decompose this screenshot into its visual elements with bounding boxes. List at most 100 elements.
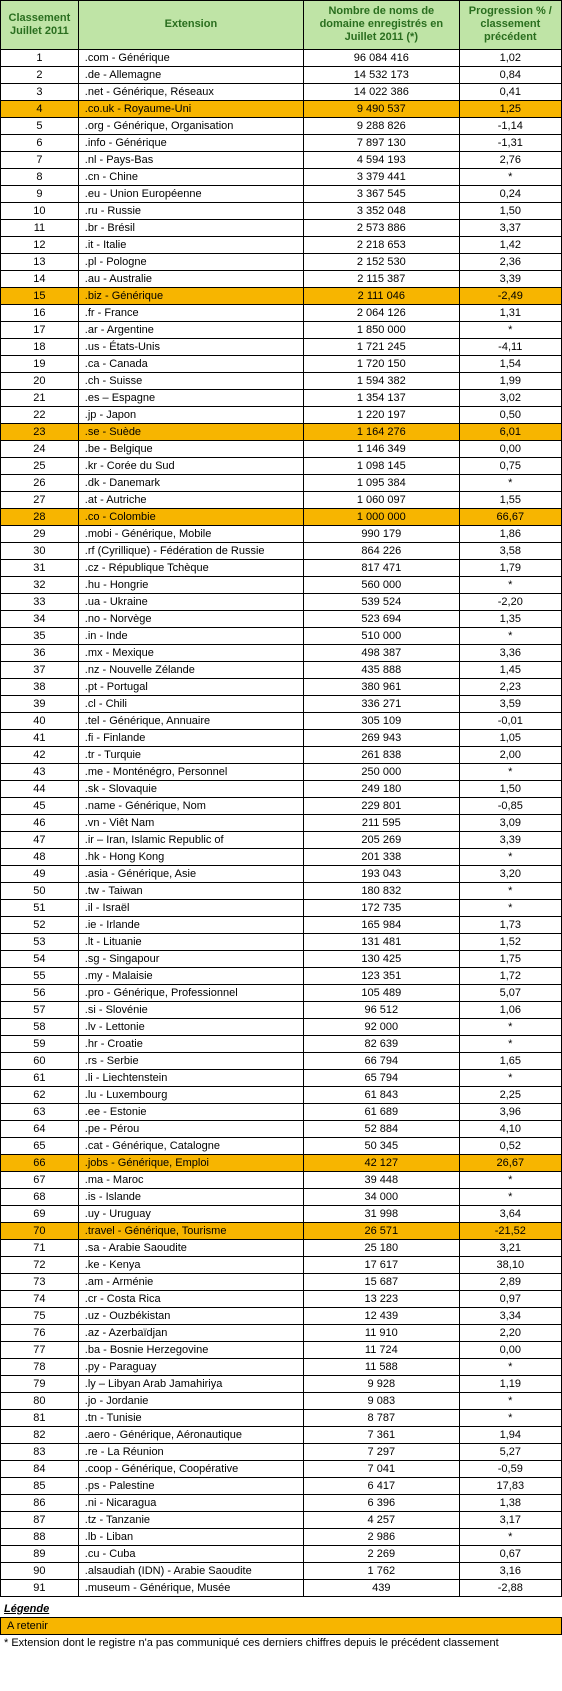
- cell-extension: .jo - Jordanie: [78, 1392, 303, 1409]
- cell-extension: .biz - Générique: [78, 287, 303, 304]
- cell-progression: -1,31: [459, 134, 561, 151]
- cell-progression: -1,14: [459, 117, 561, 134]
- cell-extension: .ca - Canada: [78, 355, 303, 372]
- cell-rank: 84: [1, 1460, 79, 1477]
- cell-progression: 2,20: [459, 1324, 561, 1341]
- cell-extension: .de - Allemagne: [78, 66, 303, 83]
- table-row: 1.com - Générique96 084 4161,02: [1, 49, 562, 66]
- table-row: 11.br - Brésil2 573 8863,37: [1, 219, 562, 236]
- cell-number: 498 387: [304, 644, 460, 661]
- cell-progression: 6,01: [459, 423, 561, 440]
- table-row: 57.si - Slovénie96 5121,06: [1, 1001, 562, 1018]
- cell-progression: 3,20: [459, 865, 561, 882]
- table-row: 44.sk - Slovaquie249 1801,50: [1, 780, 562, 797]
- cell-progression: 1,73: [459, 916, 561, 933]
- header-progression: Progression % / classement précédent: [459, 1, 561, 50]
- cell-progression: 0,00: [459, 440, 561, 457]
- cell-rank: 4: [1, 100, 79, 117]
- table-row: 75.uz - Ouzbékistan12 4393,34: [1, 1307, 562, 1324]
- cell-number: 14 532 173: [304, 66, 460, 83]
- table-row: 14.au - Australie2 115 3873,39: [1, 270, 562, 287]
- table-row: 87.tz - Tanzanie4 2573,17: [1, 1511, 562, 1528]
- cell-number: 92 000: [304, 1018, 460, 1035]
- cell-extension: .pt - Portugal: [78, 678, 303, 695]
- cell-rank: 32: [1, 576, 79, 593]
- cell-progression: 1,52: [459, 933, 561, 950]
- cell-progression: *: [459, 1018, 561, 1035]
- cell-number: 3 379 441: [304, 168, 460, 185]
- cell-rank: 61: [1, 1069, 79, 1086]
- cell-progression: *: [459, 1392, 561, 1409]
- cell-progression: 0,84: [459, 66, 561, 83]
- cell-rank: 74: [1, 1290, 79, 1307]
- cell-rank: 62: [1, 1086, 79, 1103]
- cell-number: 7 361: [304, 1426, 460, 1443]
- cell-progression: 3,34: [459, 1307, 561, 1324]
- cell-extension: .travel - Générique, Tourisme: [78, 1222, 303, 1239]
- cell-rank: 28: [1, 508, 79, 525]
- cell-progression: 3,39: [459, 831, 561, 848]
- cell-progression: 66,67: [459, 508, 561, 525]
- cell-number: 131 481: [304, 933, 460, 950]
- cell-progression: 3,21: [459, 1239, 561, 1256]
- cell-rank: 85: [1, 1477, 79, 1494]
- cell-extension: .hk - Hong Kong: [78, 848, 303, 865]
- cell-progression: 2,00: [459, 746, 561, 763]
- cell-number: 14 022 386: [304, 83, 460, 100]
- cell-progression: 3,39: [459, 270, 561, 287]
- cell-rank: 83: [1, 1443, 79, 1460]
- cell-rank: 47: [1, 831, 79, 848]
- cell-extension: .ch - Suisse: [78, 372, 303, 389]
- cell-progression: 0,24: [459, 185, 561, 202]
- table-row: 88.lb - Liban2 986*: [1, 1528, 562, 1545]
- cell-extension: .sa - Arabie Saoudite: [78, 1239, 303, 1256]
- cell-extension: .vn - Viêt Nam: [78, 814, 303, 831]
- cell-rank: 26: [1, 474, 79, 491]
- cell-extension: .us - États-Unis: [78, 338, 303, 355]
- cell-rank: 57: [1, 1001, 79, 1018]
- cell-rank: 41: [1, 729, 79, 746]
- cell-number: 4 594 193: [304, 151, 460, 168]
- cell-rank: 2: [1, 66, 79, 83]
- cell-number: 12 439: [304, 1307, 460, 1324]
- cell-progression: 1,31: [459, 304, 561, 321]
- cell-number: 66 794: [304, 1052, 460, 1069]
- table-row: 2.de - Allemagne14 532 1730,84: [1, 66, 562, 83]
- cell-progression: 0,00: [459, 1341, 561, 1358]
- cell-number: 211 595: [304, 814, 460, 831]
- cell-extension: .lt - Lituanie: [78, 933, 303, 950]
- table-row: 36.mx - Mexique498 3873,36: [1, 644, 562, 661]
- cell-extension: .br - Brésil: [78, 219, 303, 236]
- cell-number: 1 060 097: [304, 491, 460, 508]
- cell-extension: .se - Suède: [78, 423, 303, 440]
- cell-extension: .tw - Taiwan: [78, 882, 303, 899]
- cell-number: 31 998: [304, 1205, 460, 1222]
- cell-number: 105 489: [304, 984, 460, 1001]
- cell-progression: 4,10: [459, 1120, 561, 1137]
- cell-progression: *: [459, 474, 561, 491]
- cell-number: 11 724: [304, 1341, 460, 1358]
- cell-number: 4 257: [304, 1511, 460, 1528]
- cell-progression: 3,96: [459, 1103, 561, 1120]
- cell-progression: 3,09: [459, 814, 561, 831]
- cell-extension: .dk - Danemark: [78, 474, 303, 491]
- cell-extension: .jp - Japon: [78, 406, 303, 423]
- cell-extension: .az - Azerbaïdjan: [78, 1324, 303, 1341]
- cell-number: 3 352 048: [304, 202, 460, 219]
- cell-rank: 51: [1, 899, 79, 916]
- cell-extension: .tz - Tanzanie: [78, 1511, 303, 1528]
- cell-number: 11 910: [304, 1324, 460, 1341]
- cell-progression: 3,17: [459, 1511, 561, 1528]
- cell-extension: .jobs - Générique, Emploi: [78, 1154, 303, 1171]
- cell-progression: 2,36: [459, 253, 561, 270]
- cell-progression: -0,59: [459, 1460, 561, 1477]
- cell-progression: 2,89: [459, 1273, 561, 1290]
- cell-rank: 38: [1, 678, 79, 695]
- cell-number: 817 471: [304, 559, 460, 576]
- cell-number: 42 127: [304, 1154, 460, 1171]
- cell-number: 34 000: [304, 1188, 460, 1205]
- cell-extension: .my - Malaisie: [78, 967, 303, 984]
- cell-progression: 2,25: [459, 1086, 561, 1103]
- cell-progression: *: [459, 848, 561, 865]
- table-row: 20.ch - Suisse1 594 3821,99: [1, 372, 562, 389]
